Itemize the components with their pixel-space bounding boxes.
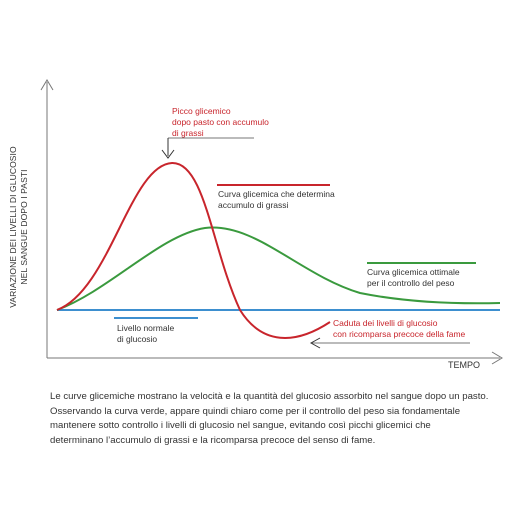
green-curve-annotation-line-1: Curva glicemica ottimale — [367, 267, 460, 277]
x-axis-arrow — [491, 351, 503, 365]
x-axis-label: TEMPO — [448, 360, 481, 370]
caption-line-3: mantenere sotto controllo i livelli di g… — [50, 420, 431, 431]
peak-annotation-line-1: Picco glicemico — [172, 106, 231, 116]
y-axis-label-line-1: VARIAZIONE DEI LIVELLI DI GLUCOSIO — [8, 146, 18, 308]
caption-line-2: Osservando la curva verde, appare quindi… — [50, 405, 461, 417]
drop-annotation-line-2: con ricomparsa precoce della fame — [333, 329, 466, 339]
drop-left-arrow — [309, 337, 321, 349]
caption-line-1: Le curve glicemiche mostrano la velocità… — [50, 391, 489, 402]
peak-down-arrow — [161, 149, 175, 159]
y-axis-arrow — [40, 79, 54, 91]
red-curve-annotation-line-2: accumulo di grassi — [218, 200, 289, 210]
normal-level-annotation-line-2: di glucosio — [117, 334, 158, 344]
red-curve-annotation: Curva glicemica che determina accumulo d… — [218, 189, 335, 211]
peak-annotation-line-3: di grassi — [172, 128, 204, 138]
peak-annotation-line-2: dopo pasto con accumulo — [172, 117, 269, 127]
drop-annotation-line-1: Caduta dei livelli di glucosio — [333, 318, 438, 328]
y-axis-label: VARIAZIONE DEI LIVELLI DI GLUCOSIO NEL S… — [8, 112, 29, 342]
normal-level-annotation: Livello normale di glucosio — [117, 323, 174, 345]
peak-annotation: Picco glicemico dopo pasto con accumulo … — [172, 106, 269, 139]
chart-caption: Le curve glicemiche mostrano la velocità… — [50, 390, 510, 448]
green-curve-annotation-line-2: per il controllo del peso — [367, 278, 455, 288]
red-curve-annotation-line-1: Curva glicemica che determina — [218, 189, 335, 199]
series-green-optimal-curve — [56, 226, 501, 311]
caption-line-4: determinano l’accumulo di grassi e la ri… — [50, 434, 376, 446]
y-axis-label-line-2: NEL SANGUE DOPO I PASTI — [19, 169, 29, 285]
drop-annotation: Caduta dei livelli di glucosio con ricom… — [333, 318, 465, 340]
normal-level-annotation-line-1: Livello normale — [117, 323, 175, 333]
series-red-peak-curve — [56, 161, 331, 339]
green-curve-annotation: Curva glicemica ottimale per il controll… — [367, 267, 460, 289]
